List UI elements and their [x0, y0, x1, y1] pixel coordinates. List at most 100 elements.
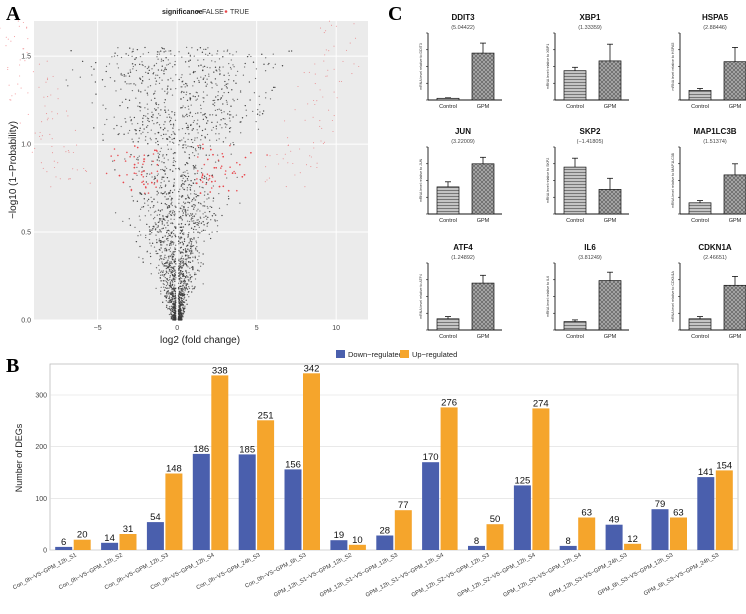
- point: [183, 181, 186, 183]
- point: [229, 143, 232, 145]
- point: [150, 273, 152, 275]
- point: [148, 78, 150, 81]
- x-tick-label: GPM_12h_S3−VS−GPM_24h_S3: [548, 552, 628, 598]
- point: [171, 241, 174, 243]
- point: [183, 240, 186, 243]
- point: [113, 128, 115, 130]
- point-significant: [201, 176, 203, 178]
- point: [152, 206, 154, 208]
- point: [217, 94, 219, 97]
- point: [197, 269, 199, 271]
- point: [172, 279, 174, 281]
- point: [212, 197, 215, 199]
- point: [144, 107, 146, 109]
- point-significant: [195, 182, 198, 184]
- point: [230, 68, 232, 70]
- point: [163, 275, 165, 277]
- point: [172, 281, 174, 283]
- point: [182, 258, 184, 260]
- point: [162, 217, 164, 219]
- point: [188, 60, 190, 62]
- point: [192, 228, 195, 231]
- point-significant: [321, 127, 323, 129]
- point: [194, 286, 196, 288]
- point: [139, 77, 141, 79]
- point: [179, 229, 182, 231]
- point: [182, 260, 185, 262]
- point: [154, 90, 156, 92]
- point-significant: [141, 171, 143, 173]
- point: [137, 122, 139, 125]
- point: [160, 290, 162, 292]
- point: [175, 277, 177, 279]
- point: [189, 239, 192, 242]
- point: [214, 219, 216, 221]
- point: [258, 95, 260, 97]
- point: [182, 306, 184, 309]
- y-axis-label: mRNA level relative to CDKN1A: [671, 270, 675, 322]
- point: [167, 63, 170, 66]
- bar-value-label: 186: [193, 444, 209, 455]
- point: [172, 211, 174, 213]
- point: [194, 148, 197, 150]
- bar-value-label: 141: [698, 467, 714, 478]
- point: [164, 90, 166, 92]
- point-significant: [325, 75, 327, 77]
- bar-up: [715, 470, 733, 550]
- point: [198, 226, 200, 229]
- point: [194, 257, 196, 259]
- point: [155, 138, 157, 140]
- point: [120, 88, 122, 90]
- point-significant: [8, 84, 10, 86]
- point: [221, 88, 223, 90]
- point: [216, 154, 219, 156]
- point: [120, 125, 122, 128]
- point-significant: [7, 68, 9, 70]
- point: [128, 75, 131, 77]
- point: [178, 129, 180, 131]
- panel-label-b: B: [6, 355, 19, 377]
- point: [218, 133, 220, 135]
- point: [165, 262, 167, 265]
- point: [171, 197, 173, 199]
- point: [169, 191, 171, 193]
- point: [210, 219, 212, 221]
- point: [179, 263, 181, 266]
- point: [229, 126, 232, 129]
- point: [230, 153, 232, 155]
- point-significant: [319, 120, 321, 122]
- point: [181, 174, 183, 176]
- point-significant: [331, 119, 333, 122]
- point: [191, 249, 193, 251]
- point: [162, 59, 164, 62]
- point: [181, 184, 183, 186]
- point: [182, 208, 184, 210]
- point: [175, 206, 177, 208]
- bar-up: [165, 473, 183, 550]
- point: [222, 141, 225, 143]
- point: [205, 85, 207, 87]
- point: [180, 280, 183, 282]
- point: [202, 66, 204, 68]
- point: [187, 196, 190, 199]
- point: [120, 74, 122, 76]
- point: [206, 94, 208, 96]
- point: [192, 128, 194, 130]
- point: [182, 262, 184, 265]
- point: [171, 284, 173, 286]
- point: [156, 174, 159, 177]
- point: [180, 98, 182, 100]
- point: [147, 154, 150, 157]
- point-significant: [282, 158, 284, 160]
- point: [189, 261, 192, 264]
- point: [160, 241, 162, 244]
- point: [165, 167, 168, 170]
- point: [196, 137, 198, 139]
- point: [71, 69, 74, 71]
- point: [153, 198, 155, 200]
- point-significant: [26, 26, 28, 28]
- point: [186, 293, 189, 296]
- point: [204, 136, 206, 138]
- point: [167, 297, 170, 300]
- point: [160, 192, 162, 194]
